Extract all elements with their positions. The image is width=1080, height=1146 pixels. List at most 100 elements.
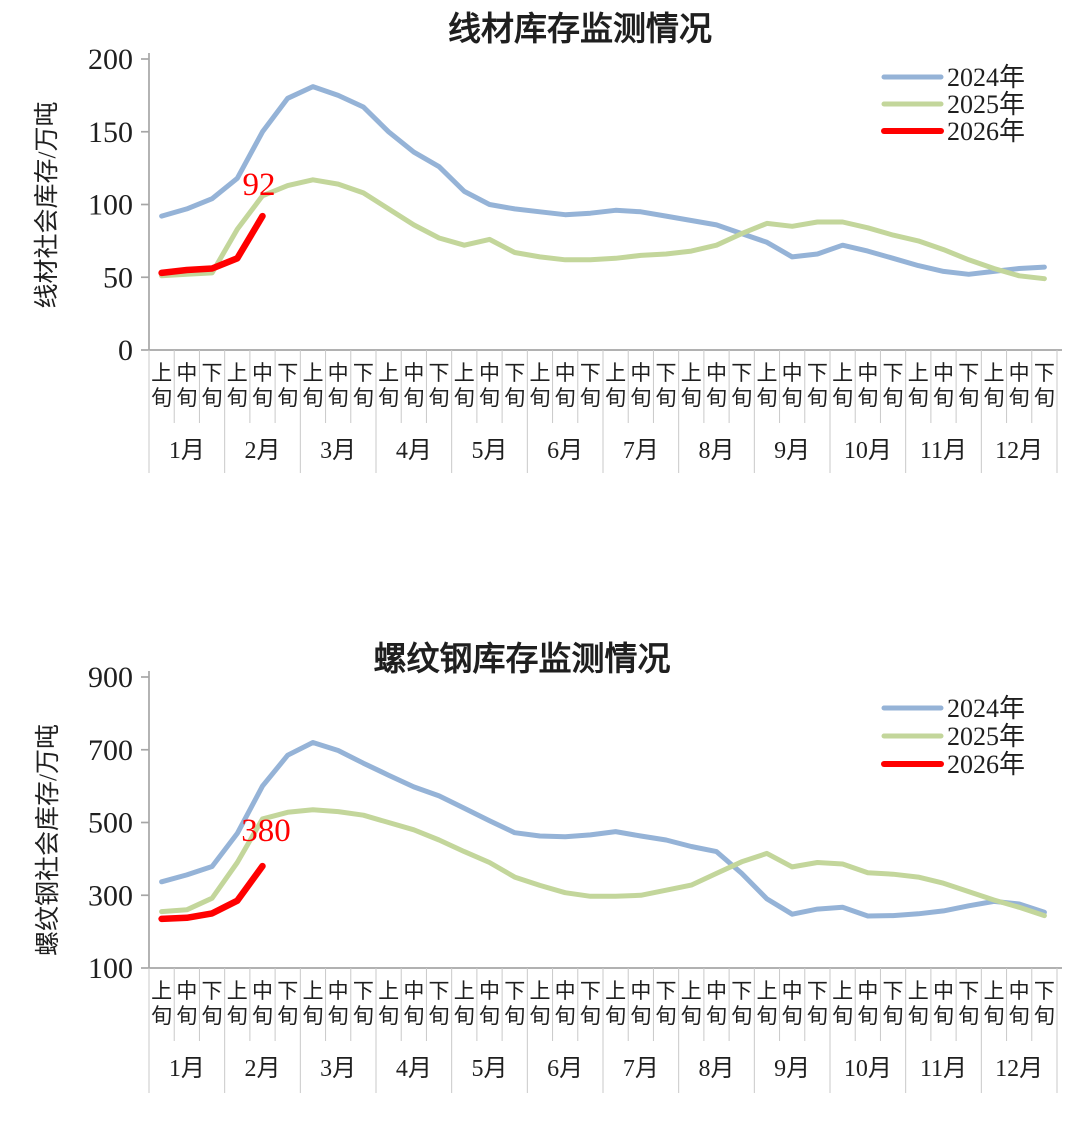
period-label: 中 bbox=[630, 361, 651, 385]
y-tick-label: 700 bbox=[88, 734, 133, 767]
period-label: 中 bbox=[555, 361, 576, 385]
series-line-2025 bbox=[159, 807, 1047, 919]
month-label: 1月 bbox=[169, 438, 205, 464]
wire-rod-chart-title: 线材库存监测情况 bbox=[448, 11, 712, 48]
period-label: 旬 bbox=[958, 386, 979, 410]
period-label: 旬 bbox=[782, 386, 803, 410]
period-label: 旬 bbox=[529, 386, 550, 410]
period-label: 旬 bbox=[454, 1004, 475, 1028]
period-label: 上 bbox=[302, 979, 323, 1003]
y-tick-label: 150 bbox=[88, 116, 133, 149]
period-label: 旬 bbox=[277, 1004, 298, 1028]
period-label: 上 bbox=[302, 361, 323, 385]
period-label: 中 bbox=[252, 979, 273, 1003]
wire-rod-inventory-chart: 050100150200上旬中旬下旬上旬中旬下旬上旬中旬下旬上旬中旬下旬上旬中旬… bbox=[33, 11, 1062, 473]
month-label: 9月 bbox=[774, 438, 810, 464]
period-label: 中 bbox=[933, 979, 954, 1003]
period-label: 上 bbox=[378, 979, 399, 1003]
period-label: 下 bbox=[731, 361, 752, 385]
period-label: 旬 bbox=[630, 386, 651, 410]
month-label: 6月 bbox=[547, 438, 583, 464]
period-label: 旬 bbox=[706, 1004, 727, 1028]
period-label: 旬 bbox=[1009, 386, 1030, 410]
period-label: 旬 bbox=[630, 1004, 651, 1028]
month-label: 5月 bbox=[472, 438, 508, 464]
month-label: 1月 bbox=[169, 1056, 205, 1082]
period-label: 上 bbox=[529, 361, 550, 385]
period-label: 旬 bbox=[353, 1004, 374, 1028]
period-label: 旬 bbox=[681, 1004, 702, 1028]
period-label: 旬 bbox=[958, 1004, 979, 1028]
period-label: 中 bbox=[706, 979, 727, 1003]
period-label: 上 bbox=[529, 979, 550, 1003]
period-label: 上 bbox=[681, 979, 702, 1003]
period-label: 旬 bbox=[807, 1004, 828, 1028]
period-label: 下 bbox=[958, 979, 979, 1003]
month-label: 2月 bbox=[245, 1056, 281, 1082]
y-tick-label: 500 bbox=[88, 807, 133, 840]
legend-label-2026: 2026年 bbox=[947, 750, 1025, 779]
period-label: 旬 bbox=[353, 386, 374, 410]
period-label: 旬 bbox=[1034, 1004, 1055, 1028]
period-label: 旬 bbox=[479, 1004, 500, 1028]
period-label: 旬 bbox=[782, 1004, 803, 1028]
period-label: 旬 bbox=[832, 386, 853, 410]
period-label: 旬 bbox=[580, 1004, 601, 1028]
period-label: 旬 bbox=[176, 1004, 197, 1028]
legend-label-2024: 2024年 bbox=[947, 694, 1025, 723]
period-label: 旬 bbox=[555, 1004, 576, 1028]
period-label: 下 bbox=[656, 979, 677, 1003]
period-label: 下 bbox=[807, 361, 828, 385]
period-label: 旬 bbox=[908, 1004, 929, 1028]
period-label: 中 bbox=[1009, 979, 1030, 1003]
period-label: 旬 bbox=[202, 1004, 223, 1028]
month-label: 10月 bbox=[844, 438, 892, 464]
period-label: 旬 bbox=[857, 386, 878, 410]
period-label: 中 bbox=[555, 979, 576, 1003]
period-label: 中 bbox=[328, 361, 349, 385]
period-label: 旬 bbox=[176, 386, 197, 410]
period-label: 旬 bbox=[706, 386, 727, 410]
period-label: 中 bbox=[403, 979, 424, 1003]
y-tick-label: 100 bbox=[88, 189, 133, 222]
period-label: 上 bbox=[151, 361, 172, 385]
series-line-2026 bbox=[158, 212, 266, 277]
period-label: 中 bbox=[630, 979, 651, 1003]
period-label: 上 bbox=[454, 979, 475, 1003]
period-label: 旬 bbox=[403, 1004, 424, 1028]
month-label: 11月 bbox=[920, 1056, 967, 1082]
period-label: 下 bbox=[277, 979, 298, 1003]
month-label: 6月 bbox=[547, 1056, 583, 1082]
period-label: 上 bbox=[756, 979, 777, 1003]
period-label: 下 bbox=[504, 361, 525, 385]
period-label: 旬 bbox=[555, 386, 576, 410]
period-label: 旬 bbox=[252, 1004, 273, 1028]
period-label: 旬 bbox=[252, 386, 273, 410]
period-label: 旬 bbox=[656, 386, 677, 410]
period-label: 下 bbox=[353, 361, 374, 385]
period-label: 中 bbox=[328, 979, 349, 1003]
period-label: 旬 bbox=[151, 1004, 172, 1028]
period-label: 旬 bbox=[857, 1004, 878, 1028]
period-label: 上 bbox=[378, 361, 399, 385]
wire-rod-y-axis-title: 线材社会库存/万吨 bbox=[33, 102, 61, 309]
month-label: 4月 bbox=[396, 1056, 432, 1082]
period-label: 上 bbox=[908, 361, 929, 385]
period-label: 上 bbox=[832, 979, 853, 1003]
period-label: 中 bbox=[857, 979, 878, 1003]
period-label: 旬 bbox=[227, 386, 248, 410]
wire-rod-chart-plot: 050100150200上旬中旬下旬上旬中旬下旬上旬中旬下旬上旬中旬下旬上旬中旬… bbox=[88, 43, 1062, 473]
period-label: 下 bbox=[202, 979, 223, 1003]
rebar-annotation-380: 380 bbox=[241, 813, 291, 849]
legend-label-2025: 2025年 bbox=[947, 90, 1025, 119]
period-label: 上 bbox=[151, 979, 172, 1003]
period-label: 旬 bbox=[454, 386, 475, 410]
period-label: 下 bbox=[580, 979, 601, 1003]
period-label: 下 bbox=[883, 361, 904, 385]
legend-label-2024: 2024年 bbox=[947, 63, 1025, 92]
period-label: 旬 bbox=[302, 1004, 323, 1028]
period-label: 下 bbox=[504, 979, 525, 1003]
period-label: 旬 bbox=[933, 386, 954, 410]
period-label: 上 bbox=[227, 979, 248, 1003]
